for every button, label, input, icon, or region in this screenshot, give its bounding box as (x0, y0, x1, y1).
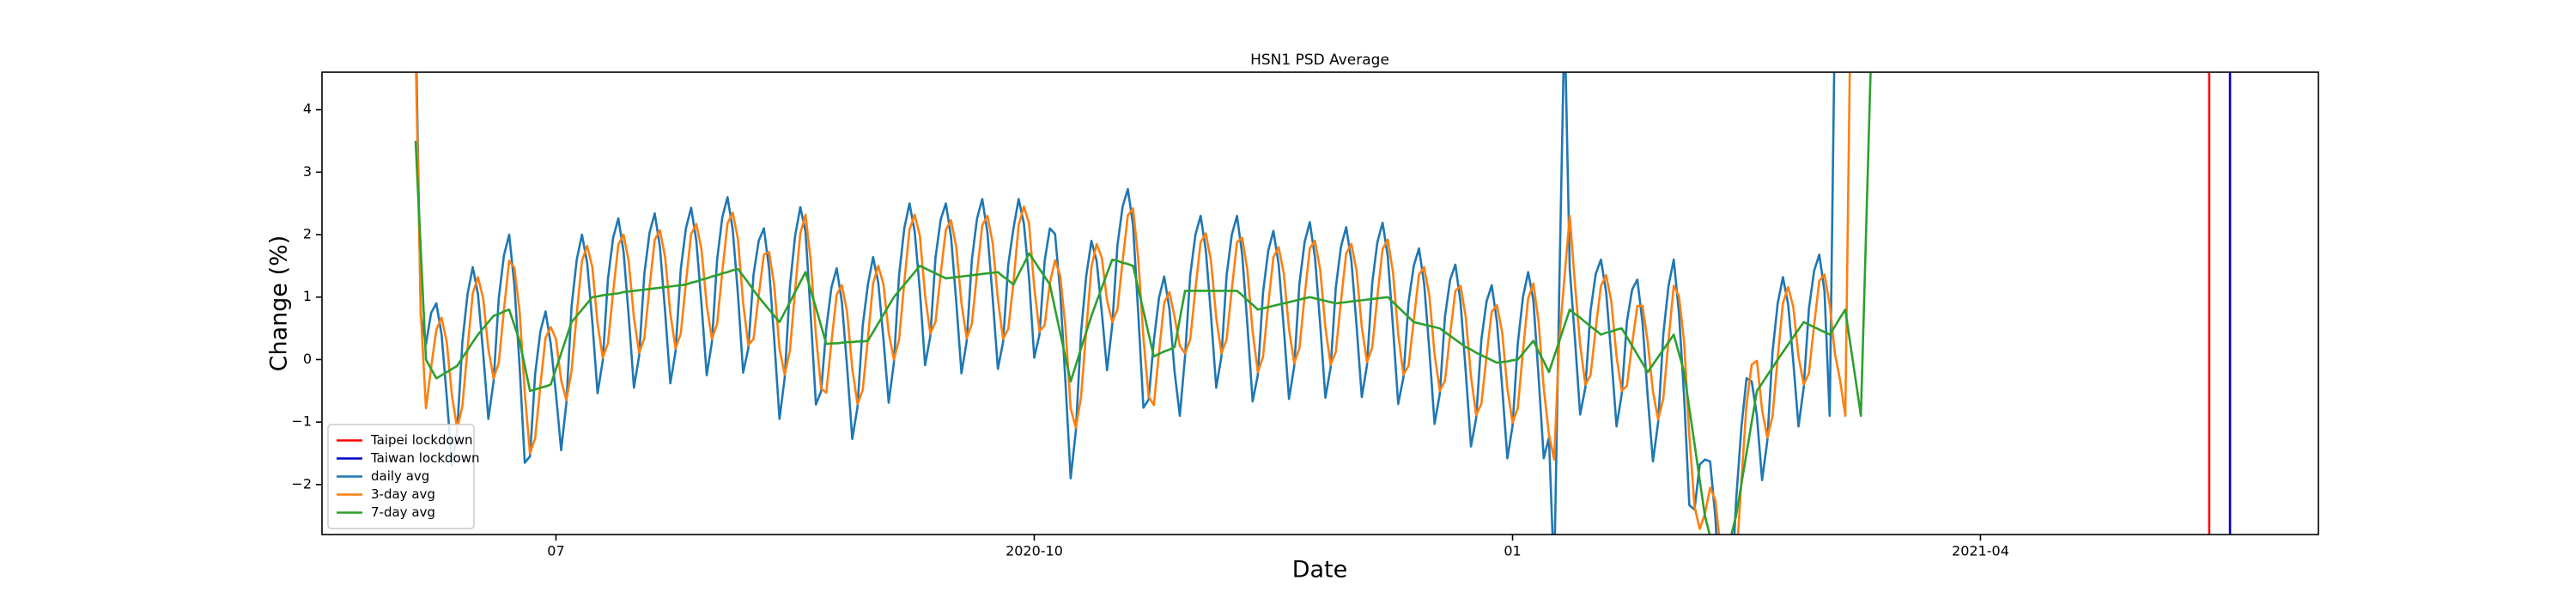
legend-label: daily avg (371, 468, 429, 484)
legend-label: 7-day avg (371, 504, 435, 520)
chart-title: HSN1 PSD Average (1250, 52, 1389, 69)
y-tick-label: 4 (303, 101, 312, 117)
x-axis-label: Date (1292, 557, 1348, 584)
series-line (415, 72, 1836, 535)
plot-frame (321, 71, 2319, 535)
x-tick-label: 2020-10 (1005, 543, 1063, 559)
y-tick-label: 3 (303, 163, 312, 180)
y-tick-label: −2 (291, 475, 312, 492)
legend: Taipei lockdown Taiwan lockdown daily avg 3… (327, 424, 480, 529)
y-tick-label: −1 (291, 413, 312, 430)
legend-box (327, 424, 475, 529)
series-line (414, 72, 1872, 535)
y-tick-label: 1 (303, 288, 312, 304)
x-tick-label: 01 (1504, 543, 1521, 559)
legend-label: 3-day avg (371, 486, 435, 502)
series-line (415, 72, 1851, 535)
plot-area (414, 72, 2232, 535)
y-tick-label: 2 (303, 226, 312, 242)
x-tick-label: 2021-04 (1952, 543, 2009, 559)
legend-label: Taiwan lockdown (370, 450, 480, 466)
legend-label: Taipei lockdown (370, 432, 472, 448)
y-tick-label: 0 (303, 351, 312, 367)
x-tick-label: 07 (547, 543, 564, 559)
y-axis-label: Change (%) (266, 235, 293, 372)
